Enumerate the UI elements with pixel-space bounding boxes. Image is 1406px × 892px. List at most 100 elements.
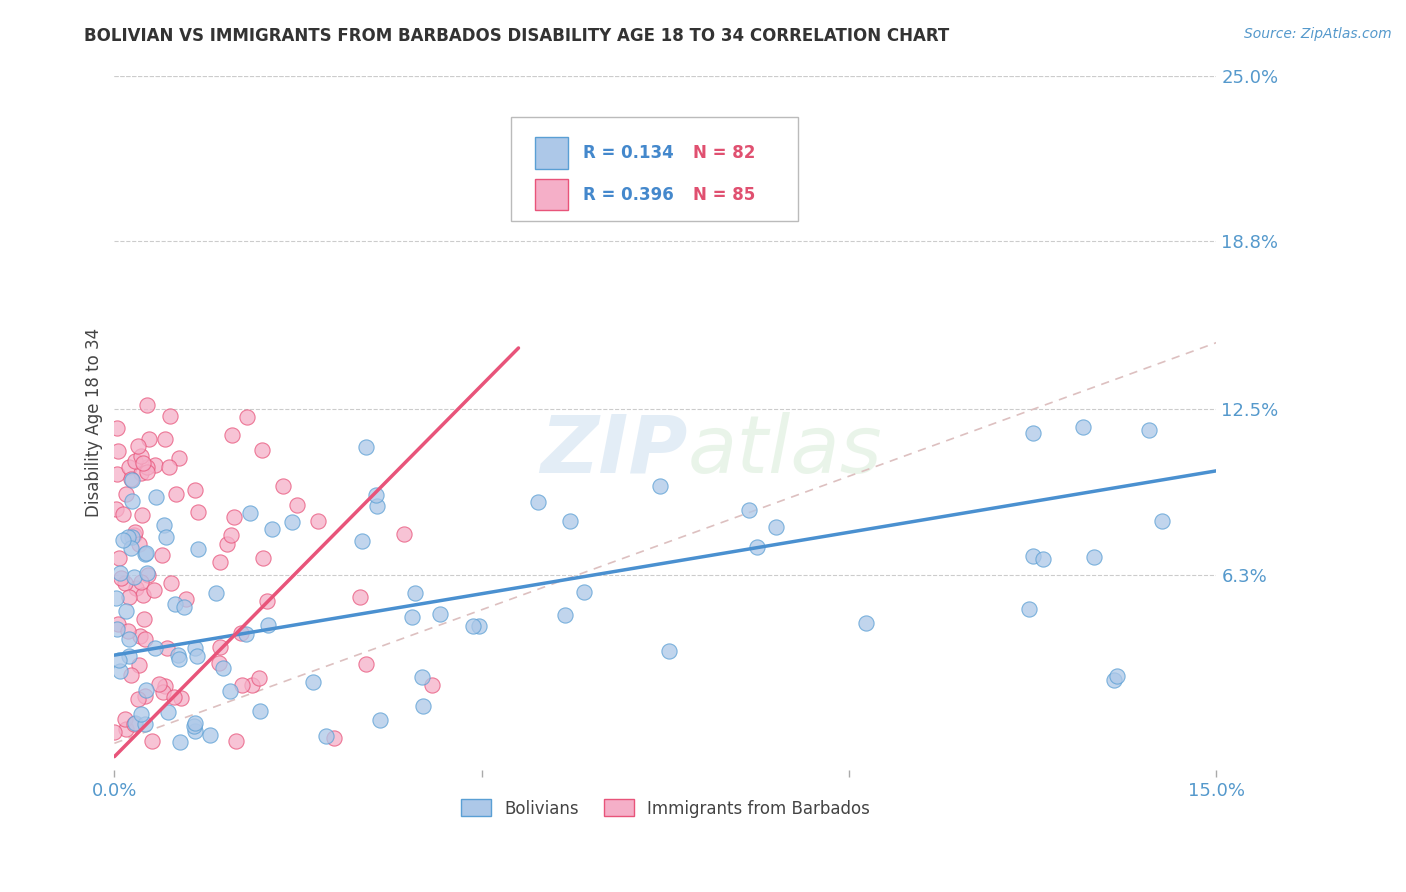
Point bbox=[107, 653, 129, 667]
Point bbox=[131, 456, 153, 470]
Text: N = 82: N = 82 bbox=[693, 144, 755, 162]
Point bbox=[121, 494, 143, 508]
Text: R = 0.396: R = 0.396 bbox=[582, 186, 673, 203]
Point bbox=[364, 488, 387, 502]
Point bbox=[112, 533, 135, 547]
Point bbox=[153, 432, 176, 446]
Point bbox=[134, 612, 156, 626]
Point bbox=[131, 508, 153, 522]
Point bbox=[401, 610, 423, 624]
Text: Source: ZipAtlas.com: Source: ZipAtlas.com bbox=[1244, 27, 1392, 41]
Point bbox=[107, 551, 129, 566]
Point bbox=[153, 679, 176, 693]
Point bbox=[165, 487, 187, 501]
Point bbox=[205, 586, 228, 600]
Point bbox=[354, 657, 377, 671]
Point bbox=[105, 420, 128, 434]
Point bbox=[187, 505, 209, 519]
Point bbox=[167, 648, 190, 662]
Point bbox=[138, 432, 160, 446]
Point bbox=[855, 615, 877, 630]
Point bbox=[368, 713, 391, 727]
Point bbox=[648, 479, 671, 493]
Point bbox=[558, 514, 581, 528]
Point bbox=[118, 649, 141, 664]
Point bbox=[174, 592, 197, 607]
Point bbox=[184, 640, 207, 655]
Point bbox=[260, 522, 283, 536]
Point bbox=[572, 584, 595, 599]
Point bbox=[1032, 552, 1054, 566]
Point bbox=[225, 733, 247, 747]
Point bbox=[148, 677, 170, 691]
Point bbox=[129, 707, 152, 722]
Point bbox=[105, 591, 128, 606]
Point bbox=[132, 588, 155, 602]
Point bbox=[124, 525, 146, 540]
Point bbox=[350, 534, 373, 549]
Point bbox=[120, 667, 142, 681]
Point bbox=[1073, 419, 1095, 434]
Point bbox=[554, 608, 576, 623]
Point bbox=[468, 619, 491, 633]
Point bbox=[212, 661, 235, 675]
Point bbox=[247, 671, 270, 685]
Point bbox=[108, 664, 131, 678]
Point bbox=[183, 483, 205, 498]
Point bbox=[271, 478, 294, 492]
Point bbox=[143, 582, 166, 597]
Point bbox=[120, 541, 142, 556]
Text: atlas: atlas bbox=[688, 411, 882, 490]
Point bbox=[257, 618, 280, 632]
Point bbox=[117, 530, 139, 544]
Point bbox=[127, 439, 149, 453]
Point bbox=[208, 657, 231, 671]
Point bbox=[124, 528, 146, 542]
Point bbox=[219, 528, 242, 542]
Point bbox=[135, 546, 157, 560]
Point bbox=[120, 472, 142, 486]
Point bbox=[107, 467, 129, 482]
Point bbox=[114, 576, 136, 591]
Point bbox=[356, 440, 378, 454]
Point bbox=[136, 398, 159, 412]
Point bbox=[183, 719, 205, 733]
Point bbox=[135, 683, 157, 698]
Point bbox=[157, 459, 180, 474]
Point bbox=[250, 442, 273, 457]
Point bbox=[131, 449, 153, 463]
Point bbox=[150, 549, 173, 563]
Point bbox=[159, 409, 181, 424]
Point bbox=[136, 566, 159, 581]
Point bbox=[114, 712, 136, 726]
Point bbox=[198, 728, 221, 742]
Point bbox=[209, 640, 232, 655]
FancyBboxPatch shape bbox=[536, 137, 568, 169]
Point bbox=[323, 731, 346, 745]
Point bbox=[138, 567, 160, 582]
Point bbox=[412, 698, 434, 713]
Point bbox=[141, 734, 163, 748]
Point bbox=[124, 581, 146, 595]
Point bbox=[252, 550, 274, 565]
Point bbox=[302, 675, 325, 690]
Point bbox=[107, 617, 129, 632]
Point bbox=[404, 586, 426, 600]
Text: ZIP: ZIP bbox=[540, 411, 688, 490]
Point bbox=[170, 690, 193, 705]
Point bbox=[1022, 425, 1045, 440]
Point bbox=[215, 536, 238, 550]
Point bbox=[104, 502, 127, 516]
Point bbox=[307, 514, 329, 528]
Point bbox=[420, 678, 443, 692]
Point bbox=[1107, 669, 1129, 683]
Point bbox=[153, 518, 176, 533]
Point bbox=[167, 652, 190, 666]
Point bbox=[187, 541, 209, 556]
Point bbox=[128, 629, 150, 643]
Point bbox=[121, 473, 143, 487]
Point bbox=[183, 715, 205, 730]
Point bbox=[765, 520, 787, 534]
Point bbox=[155, 530, 177, 544]
Point bbox=[209, 555, 232, 569]
